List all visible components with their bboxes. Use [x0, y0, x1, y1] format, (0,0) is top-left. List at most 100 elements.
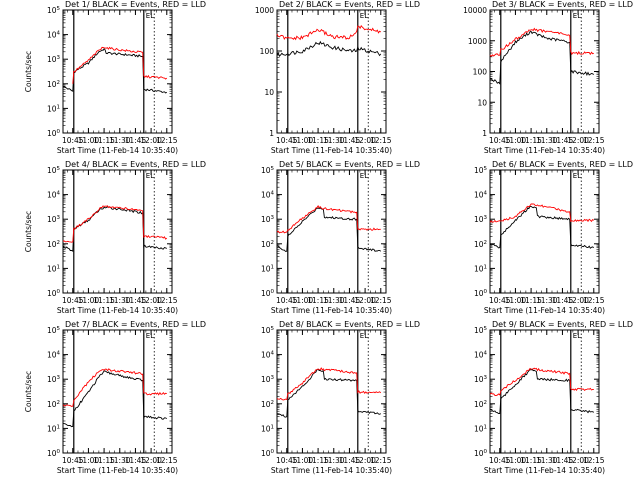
y-tick-label: 10 [264, 88, 274, 97]
y-tick-label: 101 [47, 104, 60, 113]
y-tick-label: 105 [261, 166, 275, 175]
plot-frame [489, 329, 600, 454]
x-tick-label: 11:30 [323, 136, 345, 145]
y-tick-label: 102 [47, 240, 60, 249]
x-tick-label: 11:45 [552, 136, 574, 145]
x-tick-label: 12:15 [370, 136, 392, 145]
y-axis-label: Counts/sec [24, 51, 33, 92]
y-tick-label: 105 [47, 6, 61, 15]
x-tick-label: 11:45 [339, 456, 361, 465]
x-tick-label: 12:15 [156, 136, 178, 145]
panel-det-1: Det 1/ BLACK = Events, RED = LLD 100 101 10… [24, 0, 206, 155]
y-tick-label: 104 [47, 191, 61, 200]
x-tick-label: 11:15 [520, 456, 542, 465]
marker-label: EL [573, 332, 581, 340]
plot-frame [62, 169, 173, 294]
x-tick-label: 10:45 [489, 136, 511, 145]
panel-det-8: Det 8/ BLACK = Events, RED = LLD 100 101 10… [261, 320, 420, 475]
y-tick-label: 104 [474, 351, 488, 360]
x-tick-label: 12:15 [583, 136, 605, 145]
y-axis-label: Counts/sec [24, 371, 33, 412]
x-axis-label: Start Time (11-Feb-14 10:35:40) [271, 306, 392, 315]
panel-title: Det 3/ BLACK = Events, RED = LLD [492, 0, 633, 9]
y-tick-label: 104 [47, 31, 61, 40]
x-tick-label: 11:30 [323, 456, 345, 465]
y-tick-label: 104 [47, 351, 61, 360]
plot-frame [62, 329, 173, 454]
y-tick-label: 105 [47, 166, 61, 175]
x-tick-label: 11:45 [125, 456, 147, 465]
panel-det-7: Det 7/ BLACK = Events, RED = LLD 100 101 10… [24, 320, 206, 475]
plot-frame [489, 169, 600, 294]
x-tick-label: 12:15 [156, 456, 178, 465]
series-line-lld [489, 27, 594, 57]
x-tick-label: 11:00 [505, 456, 527, 465]
x-tick-label: 11:30 [109, 296, 131, 305]
x-tick-label: 11:00 [78, 456, 100, 465]
x-tick-label: 12:15 [156, 296, 178, 305]
y-tick-label: 103 [47, 375, 61, 384]
x-tick-label: 11:15 [93, 136, 115, 145]
y-tick-label: 103 [47, 55, 61, 64]
series-line-lld [62, 368, 167, 407]
series-line-events [489, 368, 595, 415]
x-tick-label: 11:15 [307, 456, 329, 465]
panel-det-4: Det 4/ BLACK = Events, RED = LLD 100 101 10… [24, 160, 206, 315]
y-tick-label: 101 [261, 264, 274, 273]
x-tick-label: 11:00 [78, 136, 100, 145]
series-line-events [62, 47, 168, 94]
x-tick-label: 11:15 [93, 456, 115, 465]
x-tick-label: 10:45 [276, 296, 298, 305]
marker-label: EL [573, 12, 581, 20]
x-tick-label: 12:00 [354, 136, 376, 145]
y-tick-label: 10 [477, 98, 487, 107]
x-tick-label: 11:00 [505, 296, 527, 305]
plot-frame [276, 169, 387, 294]
plot-frame [62, 9, 173, 134]
series-line-lld [276, 367, 382, 401]
x-tick-label: 11:45 [125, 296, 147, 305]
x-tick-label: 11:00 [292, 296, 314, 305]
panel-det-3: Det 3/ BLACK = Events, RED = LLD 1 10 100 10… [463, 0, 633, 155]
panel-det-5: Det 5/ BLACK = Events, RED = LLD 100 101 10… [261, 160, 420, 315]
y-tick-label: 100 [474, 289, 488, 298]
x-tick-label: 12:00 [567, 456, 589, 465]
series-line-events [63, 370, 168, 428]
panel-title: Det 4/ BLACK = Events, RED = LLD [65, 160, 206, 169]
x-axis-label: Start Time (11-Feb-14 10:35:40) [484, 306, 605, 315]
y-tick-label: 102 [474, 400, 487, 409]
x-tick-label: 11:45 [339, 296, 361, 305]
series-line-events [62, 206, 167, 252]
x-tick-label: 10:45 [62, 296, 84, 305]
x-tick-label: 11:00 [292, 136, 314, 145]
marker-label: EL [146, 172, 154, 180]
x-tick-label: 11:45 [339, 136, 361, 145]
x-tick-label: 12:00 [354, 456, 376, 465]
y-tick-label: 1000 [255, 6, 274, 15]
y-tick-label: 100 [47, 449, 61, 458]
marker-label: EL [146, 332, 154, 340]
panel-title: Det 2/ BLACK = Events, RED = LLD [279, 0, 420, 9]
x-tick-label: 11:15 [307, 296, 329, 305]
x-tick-label: 12:00 [140, 456, 162, 465]
x-tick-label: 12:00 [140, 136, 162, 145]
y-tick-label: 100 [474, 449, 488, 458]
series-line-lld [63, 205, 168, 243]
x-tick-label: 12:00 [567, 296, 589, 305]
y-tick-label: 100 [261, 449, 275, 458]
y-tick-label: 101 [47, 424, 60, 433]
x-tick-label: 11:30 [109, 456, 131, 465]
x-tick-label: 10:45 [62, 456, 84, 465]
series-line-lld [489, 367, 594, 396]
y-tick-label: 100 [47, 289, 61, 298]
y-tick-label: 101 [261, 424, 274, 433]
y-tick-label: 100 [47, 129, 61, 138]
y-tick-label: 105 [474, 326, 488, 335]
x-tick-label: 11:45 [552, 296, 574, 305]
y-tick-label: 100 [473, 68, 488, 77]
y-tick-label: 10000 [463, 6, 487, 15]
y-tick-label: 101 [47, 264, 60, 273]
x-tick-label: 12:00 [354, 296, 376, 305]
marker-label: EL [360, 332, 368, 340]
y-tick-label: 104 [261, 191, 275, 200]
